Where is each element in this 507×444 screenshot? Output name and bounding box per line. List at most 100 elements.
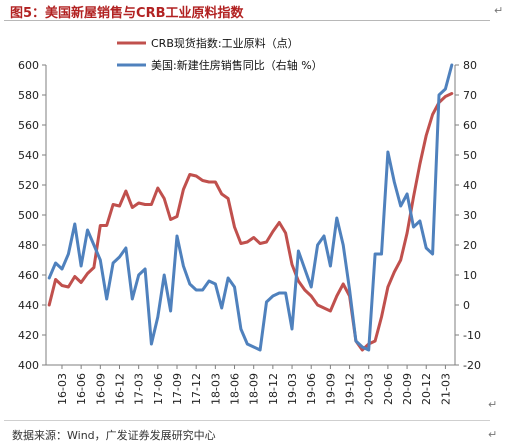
data-point-new-home-sales-yoy xyxy=(329,265,332,267)
data-point-new-home-sales-yoy xyxy=(438,94,440,96)
x-axis-tick-label: 18-12 xyxy=(267,373,280,405)
data-point-new-home-sales-yoy xyxy=(444,88,447,90)
data-point-new-home-sales-yoy xyxy=(374,253,376,255)
data-point-new-home-sales-yoy xyxy=(393,181,396,183)
data-point-crb-index xyxy=(67,286,70,288)
legend-label: 美国:新建住房销售同比（右轴 %） xyxy=(151,58,323,72)
x-axis-tick-label: 16-09 xyxy=(94,373,107,405)
x-axis-tick-label: 21-03 xyxy=(439,373,452,405)
data-point-crb-index xyxy=(444,95,447,98)
data-point-crb-index xyxy=(431,113,434,116)
data-point-crb-index xyxy=(54,278,57,281)
data-point-new-home-sales-yoy xyxy=(201,289,204,291)
data-point-new-home-sales-yoy xyxy=(214,283,217,285)
right-axis-tick-label: 80 xyxy=(463,59,477,72)
data-point-crb-index xyxy=(227,197,229,200)
data-point-crb-index xyxy=(361,349,364,351)
data-point-crb-index xyxy=(310,295,313,297)
x-axis-tick-label: 17-12 xyxy=(190,373,203,405)
data-point-new-home-sales-yoy xyxy=(144,268,146,270)
data-point-new-home-sales-yoy xyxy=(297,250,300,252)
data-point-new-home-sales-yoy xyxy=(220,307,223,309)
x-axis-tick-label: 18-03 xyxy=(209,373,222,405)
data-point-new-home-sales-yoy xyxy=(118,256,121,258)
data-point-new-home-sales-yoy xyxy=(451,64,453,66)
data-point-crb-index xyxy=(112,203,114,206)
data-point-crb-index xyxy=(291,263,293,266)
data-point-crb-index xyxy=(284,232,287,234)
data-point-new-home-sales-yoy xyxy=(150,343,153,345)
x-axis-tick-label: 18-06 xyxy=(229,373,242,405)
left-axis-tick-label: 420 xyxy=(18,329,39,342)
data-point-crb-index xyxy=(272,230,274,233)
right-axis-tick-label: 0 xyxy=(463,299,470,312)
data-point-crb-index xyxy=(304,289,306,291)
footer-divider xyxy=(4,420,490,421)
data-point-crb-index xyxy=(169,218,172,221)
x-axis-tick-label: 16-12 xyxy=(113,373,126,405)
data-point-new-home-sales-yoy xyxy=(227,277,229,279)
data-point-new-home-sales-yoy xyxy=(246,343,249,345)
data-point-new-home-sales-yoy xyxy=(182,265,185,267)
chart-title: 图5：美国新屋销售与CRB工业原料指数 xyxy=(10,6,244,21)
data-point-new-home-sales-yoy xyxy=(412,226,415,228)
x-axis-tick-label: 16-03 xyxy=(56,373,69,405)
x-axis-tick-label: 19-03 xyxy=(286,373,299,405)
data-point-crb-index xyxy=(451,92,453,95)
data-point-crb-index xyxy=(131,206,134,209)
data-point-new-home-sales-yoy xyxy=(105,298,108,300)
data-point-new-home-sales-yoy xyxy=(431,253,434,255)
left-axis-tick-label: 560 xyxy=(18,119,39,132)
right-axis-tick-label: 20 xyxy=(463,239,477,252)
data-point-crb-index xyxy=(393,271,396,273)
right-axis-tick-label: 10 xyxy=(463,269,477,282)
data-point-crb-index xyxy=(157,187,159,189)
data-point-crb-index xyxy=(195,175,197,177)
data-point-new-home-sales-yoy xyxy=(86,229,89,231)
data-point-crb-index xyxy=(259,242,261,245)
data-point-crb-index xyxy=(150,203,153,206)
data-point-crb-index xyxy=(118,205,121,207)
data-point-new-home-sales-yoy xyxy=(323,235,325,237)
data-point-new-home-sales-yoy xyxy=(361,346,364,348)
data-point-new-home-sales-yoy xyxy=(278,292,281,294)
data-point-crb-index xyxy=(387,286,389,288)
data-point-crb-index xyxy=(214,181,217,183)
left-axis-tick-label: 520 xyxy=(18,179,39,192)
data-point-crb-index xyxy=(399,259,402,261)
data-point-crb-index xyxy=(406,232,408,234)
data-point-new-home-sales-yoy xyxy=(406,193,408,195)
data-point-crb-index xyxy=(342,283,344,285)
data-point-crb-index xyxy=(240,242,242,245)
left-axis-tick-label: 600 xyxy=(18,59,39,72)
data-point-new-home-sales-yoy xyxy=(125,247,127,249)
x-axis-tick-label: 20-06 xyxy=(382,373,395,405)
data-point-crb-index xyxy=(297,280,300,282)
data-point-new-home-sales-yoy xyxy=(355,340,357,342)
data-point-crb-index xyxy=(323,307,325,309)
data-point-crb-index xyxy=(105,224,108,227)
legend-label: CRB现货指数:工业原料（点） xyxy=(151,36,299,50)
data-point-crb-index xyxy=(278,221,281,224)
data-point-new-home-sales-yoy xyxy=(387,151,389,153)
right-axis-tick-label: -10 xyxy=(463,329,481,342)
data-point-crb-index xyxy=(265,241,268,243)
x-axis-tick-label: 17-09 xyxy=(171,373,184,405)
data-point-crb-index xyxy=(48,304,50,306)
data-point-new-home-sales-yoy xyxy=(316,244,319,246)
data-point-crb-index xyxy=(246,241,249,243)
x-axis-tick-label: 17-06 xyxy=(152,373,165,405)
x-axis-tick-label: 19-12 xyxy=(344,373,357,405)
data-point-crb-index xyxy=(380,316,383,318)
data-point-crb-index xyxy=(425,134,428,137)
data-point-crb-index xyxy=(182,188,185,191)
data-point-new-home-sales-yoy xyxy=(208,280,210,282)
source-note: 数据来源：Wind，广发证券发展研究中心 xyxy=(12,429,216,442)
data-point-new-home-sales-yoy xyxy=(284,292,287,294)
data-point-new-home-sales-yoy xyxy=(304,268,306,270)
right-axis-tick-label: 50 xyxy=(463,149,477,162)
right-axis-tick-label: 70 xyxy=(463,89,477,102)
right-axis-tick-label: -20 xyxy=(463,359,481,372)
left-axis-tick-label: 540 xyxy=(18,149,39,162)
x-axis-tick-label: 19-06 xyxy=(305,373,318,405)
